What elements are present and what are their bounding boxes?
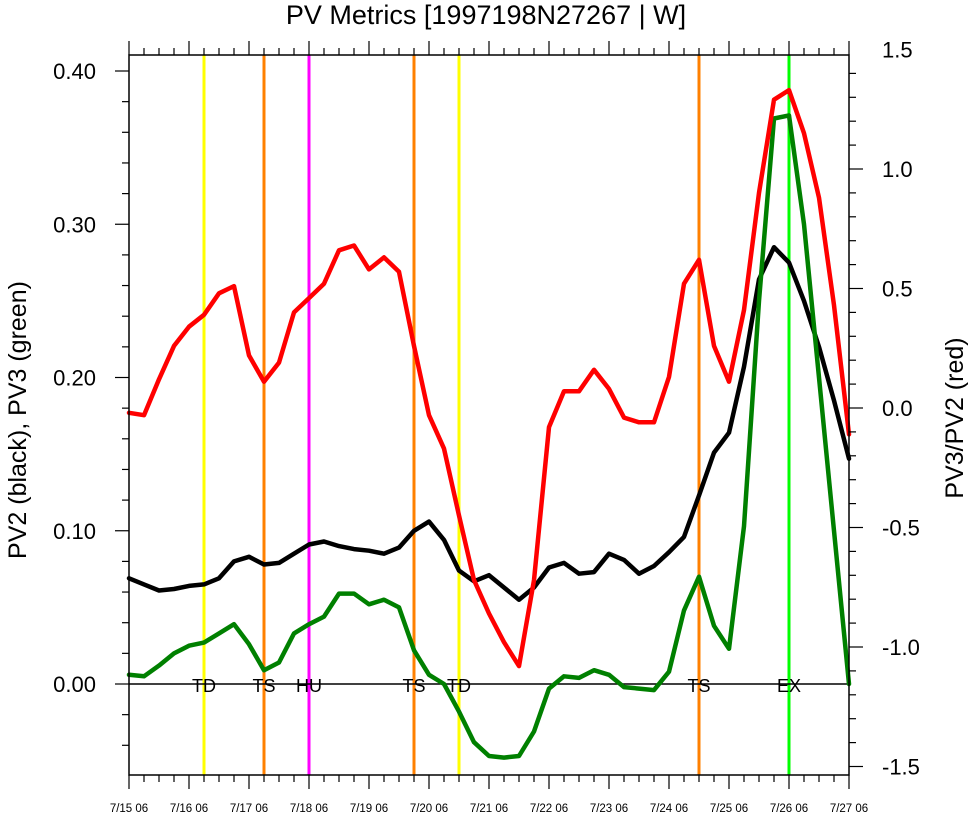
stage-label: EX [777,676,801,696]
storm-stage-markers [202,55,791,775]
stage-label: HU [296,676,322,696]
series-line-2 [126,87,852,669]
y-left-tick-label: 0.30 [53,212,96,237]
y-left-tick-label: 0.20 [53,366,96,391]
y-right-tick-label: 1.5 [882,38,913,63]
x-tick-label: 7/27 06 [830,803,868,814]
stage-label: TS [402,676,425,696]
y-left-tick-label: 0.10 [53,519,96,544]
x-tick-label: 7/18 06 [290,803,328,814]
x-tick-label: 7/17 06 [230,803,268,814]
stage-label: TS [687,676,710,696]
series-line-1 [126,113,852,760]
y-right-tick-label: -1.5 [882,755,920,780]
x-tick-label: 7/26 06 [770,803,808,814]
axis-tick-labels: 7/15 06 7/16 06 7/17 06 7/18 06 7/19 06 7/20 … [53,38,920,814]
y-left-tick-label: 0.40 [53,59,96,84]
chart-title: PV Metrics [1997198N27267 | W] [286,0,686,30]
data-series [126,87,852,760]
stage-label: TS [252,676,275,696]
x-tick-label: 7/24 06 [650,803,688,814]
plot-frame [128,54,850,776]
y-left-tick-label: 0.00 [53,672,96,697]
x-tick-label: 7/15 06 [110,803,148,814]
x-tick-label: 7/16 06 [170,803,208,814]
stage-labels: TD TS HU TS TD TS EX [192,676,801,696]
x-tick-label: 7/22 06 [530,803,568,814]
x-tick-label: 7/21 06 [470,803,508,814]
stage-label: TD [447,676,471,696]
x-tick-label: 7/20 06 [410,803,448,814]
y-right-tick-label: 0.0 [882,396,913,421]
y-right-tick-label: 1.0 [882,157,913,182]
x-tick-label: 7/25 06 [710,803,748,814]
x-tick-label: 7/23 06 [590,803,628,814]
series-line-0 [126,244,852,602]
stage-label: TD [192,676,216,696]
y-right-tick-label: -0.5 [882,516,920,541]
plot-border [128,54,850,776]
axis-ticks [115,41,863,789]
x-tick-label: 7/19 06 [350,803,388,814]
y-right-tick-label: -1.0 [882,635,920,660]
y-right-tick-label: 0.5 [882,277,913,302]
left-axis-label: PV2 (black), PV3 (green) [4,281,32,559]
right-axis-label: PV3/PV2 (red) [941,337,969,498]
